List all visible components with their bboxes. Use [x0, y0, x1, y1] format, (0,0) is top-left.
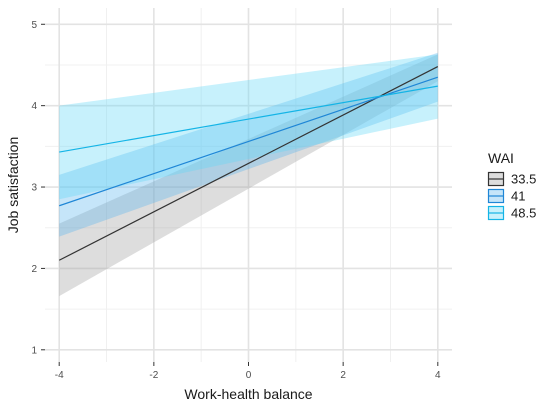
legend-item-48.5: 48.5	[487, 206, 536, 221]
legend-title: WAI	[488, 150, 514, 166]
x-tick-label: -2	[149, 370, 158, 381]
legend-label: 41	[511, 189, 525, 204]
legend-item-41: 41	[487, 189, 525, 204]
ribbon-41	[59, 52, 438, 237]
x-tick-label: 0	[246, 370, 252, 381]
ribbon-48.5	[59, 54, 438, 200]
regression-lines	[58, 66, 439, 261]
legend-item-33.5: 33.5	[487, 172, 536, 187]
legend-label: 33.5	[511, 172, 536, 187]
y-tick-label: 5	[31, 20, 37, 31]
line-48.5	[59, 85, 438, 153]
x-tick-label: 4	[435, 370, 441, 381]
y-tick-label: 1	[31, 345, 37, 356]
legend: WAI 33.5 41 48.5	[487, 150, 536, 221]
y-tick-label: 4	[31, 101, 37, 112]
axes: -4 -2 0 2 4 1 2 3 4 5	[31, 20, 441, 381]
y-tick-label: 3	[31, 183, 37, 194]
x-tick-label: -4	[55, 370, 64, 381]
y-axis-title: Job satisfaction	[5, 137, 21, 234]
legend-label: 48.5	[511, 206, 536, 221]
line-41	[59, 76, 438, 207]
plot-panel	[45, 8, 452, 362]
x-tick-label: 2	[340, 370, 346, 381]
y-tick-label: 2	[31, 264, 37, 275]
x-axis-title: Work-health balance	[184, 386, 312, 402]
